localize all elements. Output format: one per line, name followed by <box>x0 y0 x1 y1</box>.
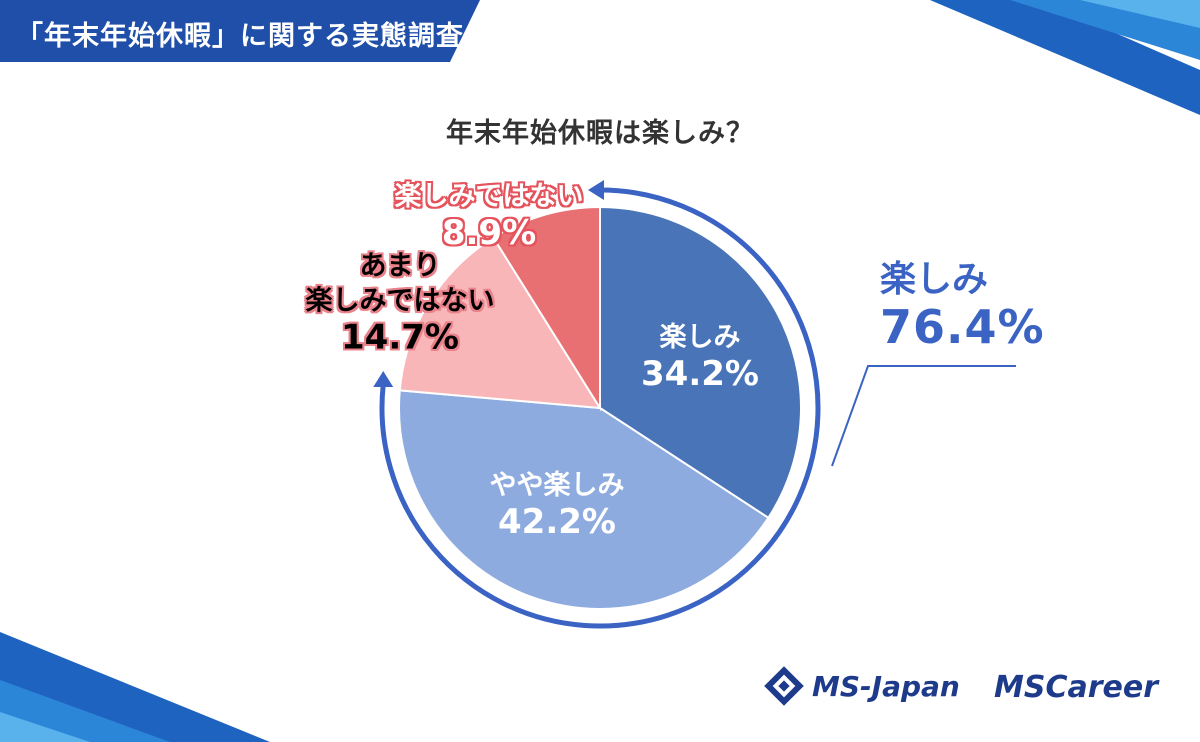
annotation-value: 76.4% <box>880 300 1045 355</box>
header-title: 「年末年始休暇」に関する実態調査 <box>16 21 464 52</box>
pie-slices <box>398 205 802 610</box>
slice-category-line-1: あまり <box>359 250 441 282</box>
slice-category-line-2: 楽しみではない <box>305 285 495 317</box>
pie-slice-3 <box>491 205 601 412</box>
header-band-shape <box>0 0 480 62</box>
corner-stripe-top-right-3 <box>1080 0 1200 28</box>
slice-label-amari: あまり 楽しみではない 14.7% <box>306 248 495 357</box>
slice-category: 楽しみではない <box>394 180 584 212</box>
pie-slice-1 <box>398 389 770 610</box>
diamond-knot-icon <box>764 666 804 706</box>
arc-arrow-icon <box>379 187 821 629</box>
slice-value: 8.9% <box>441 213 537 253</box>
slice-label-tanoshimi: 楽しみ 34.2% <box>641 320 759 394</box>
chart-title: 年末年始休暇は楽しみ？ <box>446 118 754 149</box>
annotation-leader-line <box>831 365 1016 467</box>
slice-value: 42.2% <box>498 502 616 542</box>
ms-japan-logo: MS-Japan <box>812 670 960 703</box>
corner-stripe-bottom-left-3 <box>0 712 90 742</box>
annotation-label: 楽しみ <box>880 259 989 300</box>
slice-value: 14.7% <box>341 317 459 358</box>
corner-stripe-top-right <box>930 0 1200 115</box>
arrowhead-top-icon <box>588 180 604 200</box>
slice-label-tanoshimi-dewanai: 楽しみではない 8.9% <box>395 179 584 253</box>
slice-category: 楽しみ <box>659 321 741 353</box>
total-annotation: 楽しみ 76.4% <box>880 258 1045 354</box>
slice-category: やや楽しみ <box>489 469 625 501</box>
pie-slice-2 <box>398 236 602 410</box>
ms-career-logo: MSCareer <box>994 670 1159 705</box>
slice-label-yaya-tanoshimi: やや楽しみ 42.2% <box>490 468 625 542</box>
arrowhead-left-icon <box>373 371 394 388</box>
slice-value: 34.2% <box>641 354 759 394</box>
